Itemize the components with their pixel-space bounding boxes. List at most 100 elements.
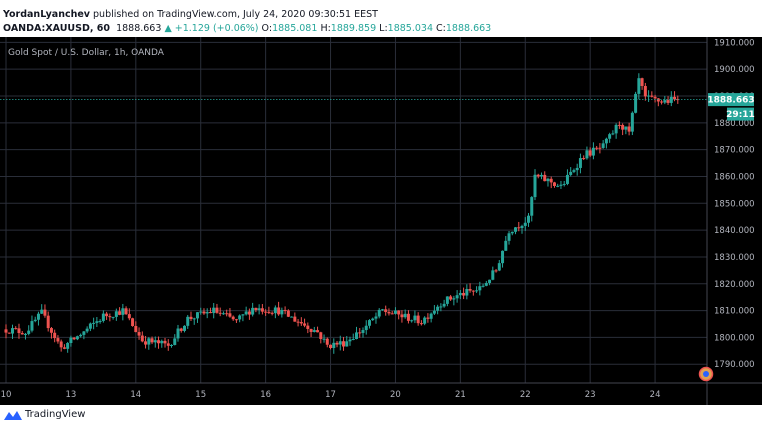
y-tick-label: 1810.000 — [714, 307, 755, 317]
candle-body — [585, 150, 589, 159]
low-value: 1885.034 — [387, 23, 434, 34]
candle-body — [319, 332, 323, 339]
candle-body — [264, 311, 268, 313]
candle-body — [393, 310, 397, 314]
candle-body — [176, 328, 180, 339]
tradingview-footer[interactable]: TradingView — [4, 409, 85, 420]
candle-body — [643, 85, 647, 97]
candle-body — [179, 328, 183, 331]
x-tick-label: 24 — [650, 390, 661, 400]
candle-body — [377, 309, 381, 317]
candle-body — [251, 307, 255, 315]
candle-body — [56, 338, 60, 342]
candle-body — [462, 292, 466, 296]
candle-body — [299, 322, 303, 324]
tradingview-brand: TradingView — [25, 409, 86, 420]
candle-body — [491, 270, 495, 280]
candle-body — [549, 178, 553, 183]
candle-body — [637, 78, 641, 94]
price-chart[interactable]: 1790.000 1800.000 1810.000 1820.000 1830.000… — [0, 37, 762, 405]
candle-body — [556, 185, 560, 187]
candle-body — [270, 312, 274, 314]
candle-body — [478, 286, 482, 291]
countdown-text: 29:11 — [726, 110, 755, 120]
candle-body — [410, 320, 414, 322]
x-tick-label: 20 — [390, 390, 401, 400]
candle-body — [7, 332, 11, 334]
candle-body — [95, 321, 99, 323]
y-tick-label: 1800.000 — [714, 333, 755, 343]
candle-body — [536, 174, 540, 177]
y-tick-label: 1910.000 — [714, 38, 755, 48]
candle-body — [484, 282, 488, 286]
author-name: YordanLyanchev — [3, 9, 90, 20]
candle-body — [400, 314, 404, 318]
candle-body — [338, 341, 342, 345]
candle-body — [153, 340, 157, 343]
x-tick-label: 22 — [520, 390, 531, 400]
candle-body — [62, 347, 66, 349]
candle-body — [543, 174, 547, 182]
candle-body — [384, 309, 388, 313]
candle-body — [303, 323, 307, 326]
y-tick-label: 1840.000 — [714, 226, 755, 236]
y-tick-label: 1850.000 — [714, 199, 755, 209]
chart-background — [0, 37, 762, 405]
time-axis[interactable]: 10 13 14 15 16 17 20 21 22 23 24 — [1, 390, 661, 400]
candle-body — [215, 307, 219, 313]
candle-body — [630, 112, 634, 132]
candle-body — [507, 233, 511, 241]
tradingview-logo-icon — [4, 410, 22, 420]
candle-body — [53, 332, 57, 339]
candle-body — [355, 332, 358, 339]
candle-body — [17, 328, 21, 334]
candle-body — [578, 158, 582, 168]
candle-body — [348, 339, 352, 342]
candle-body — [335, 342, 339, 345]
candle-body — [36, 313, 40, 320]
candle-body — [423, 317, 427, 324]
candle-body — [322, 338, 326, 340]
candle-body — [439, 306, 443, 308]
candle-body — [124, 308, 128, 315]
candle-body — [351, 338, 355, 340]
candle-body — [23, 333, 27, 335]
go-to-realtime-icon[interactable] — [698, 366, 714, 382]
candle-body — [445, 296, 449, 304]
close-value: 1888.663 — [445, 23, 492, 34]
candle-body — [332, 342, 336, 348]
candle-body — [293, 316, 297, 322]
candle-body — [666, 100, 670, 103]
candle-body — [111, 316, 115, 318]
candle-body — [163, 340, 167, 344]
last-price-tag — [708, 93, 754, 107]
candle-body — [413, 315, 417, 321]
candle-body — [166, 343, 170, 346]
chart-area[interactable]: 1790.000 1800.000 1810.000 1820.000 1830.000… — [0, 37, 762, 405]
candle-body — [173, 338, 177, 345]
candle-body — [150, 338, 154, 343]
y-tick-label: 1870.000 — [714, 146, 755, 156]
candle-body — [669, 96, 673, 103]
candle-body — [280, 309, 284, 315]
candle-body — [429, 313, 433, 319]
candle-body — [137, 332, 141, 336]
candle-body — [144, 341, 148, 345]
candle-body — [617, 124, 621, 126]
x-tick-label: 15 — [195, 390, 206, 400]
candle-body — [650, 95, 654, 97]
candle-body — [160, 340, 164, 344]
candle-body — [10, 328, 14, 334]
candle-body — [471, 290, 475, 292]
candle-body — [49, 328, 53, 333]
candle-body — [329, 344, 333, 348]
candle-body — [218, 312, 222, 314]
candle-body — [582, 158, 586, 160]
candle-body — [296, 321, 300, 323]
candle-body — [342, 341, 346, 347]
candle-body — [290, 316, 294, 318]
x-tick-label: 10 — [1, 390, 12, 400]
candle-body — [140, 335, 144, 342]
candle-body — [660, 101, 664, 103]
candle-body — [390, 313, 394, 315]
